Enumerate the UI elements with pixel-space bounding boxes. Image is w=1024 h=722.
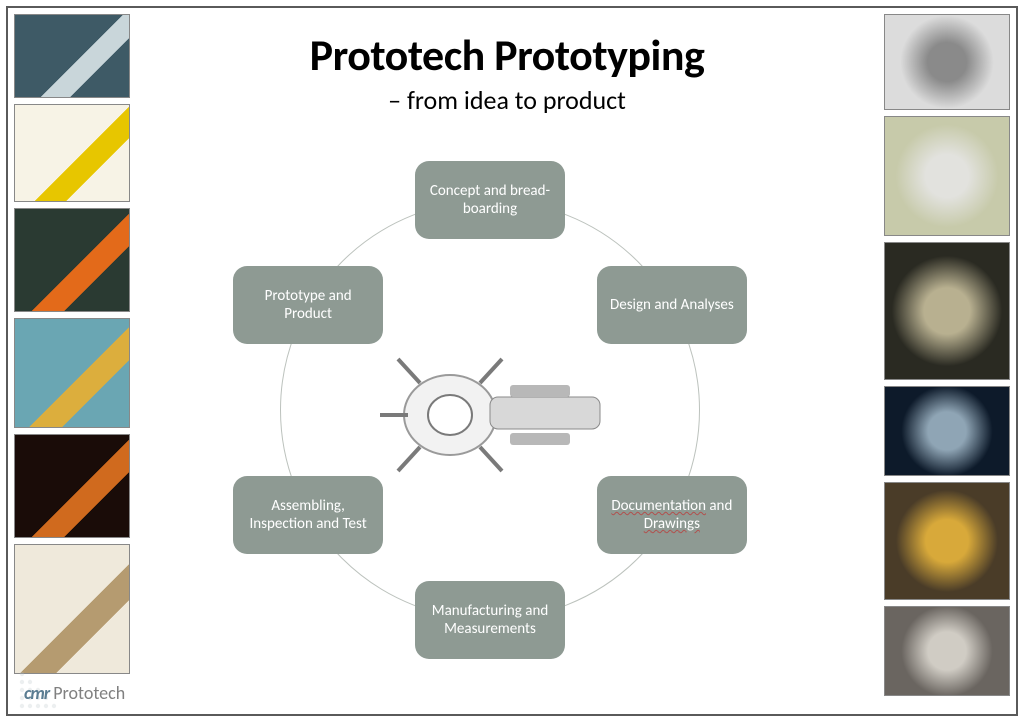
left-thumb-3	[14, 318, 130, 428]
cycle-diagram: Concept and bread-boarding Design and Ana…	[180, 130, 800, 690]
cycle-node-label: Concept and bread-boarding	[425, 182, 555, 218]
cycle-node-label: Assembling, Inspection and Test	[243, 497, 373, 533]
left-thumb-1	[14, 104, 130, 202]
left-thumb-2	[14, 208, 130, 312]
right-thumb-4	[884, 482, 1010, 600]
cycle-node-label: Design and Analyses	[610, 296, 734, 314]
left-thumb-0	[14, 14, 130, 98]
page-subtitle: – from idea to product	[150, 84, 864, 116]
left-thumb-4	[14, 434, 130, 538]
cycle-center-image	[350, 325, 630, 495]
cycle-node-3: Manufacturing and Measurements	[415, 581, 565, 659]
logo-name: Prototech	[53, 682, 125, 704]
logo-brand: cmr	[24, 682, 49, 704]
cycle-node-5: Prototype and Product	[233, 266, 383, 344]
cycle-node-4: Assembling, Inspection and Test	[233, 476, 383, 554]
cycle-node-0: Concept and bread-boarding	[415, 161, 565, 239]
right-thumb-0	[884, 14, 1010, 110]
right-thumb-1	[884, 116, 1010, 236]
cycle-node-label: Documentation and Drawings	[607, 497, 737, 533]
right-thumb-3	[884, 386, 1010, 476]
cycle-node-2: Documentation and Drawings	[597, 476, 747, 554]
cycle-node-1: Design and Analyses	[597, 266, 747, 344]
footer-logo: cmr Prototech	[24, 682, 125, 704]
title-block: Prototech Prototyping – from idea to pro…	[150, 28, 864, 116]
cycle-node-label: Manufacturing and Measurements	[425, 602, 555, 638]
cycle-node-label: Prototype and Product	[243, 287, 373, 323]
right-thumb-5	[884, 606, 1010, 696]
right-thumb-strip	[884, 14, 1010, 696]
left-thumb-strip	[14, 14, 130, 674]
right-thumb-2	[884, 242, 1010, 380]
page-title: Prototech Prototyping	[150, 28, 864, 82]
